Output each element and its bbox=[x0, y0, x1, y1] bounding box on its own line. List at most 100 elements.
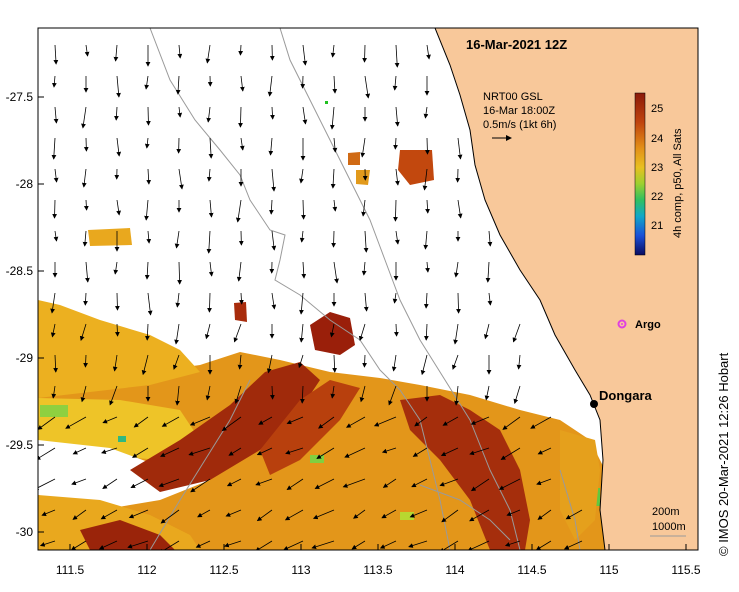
current-arrow bbox=[299, 385, 305, 404]
current-arrow bbox=[70, 540, 87, 550]
current-arrow bbox=[160, 447, 180, 457]
current-arrow bbox=[206, 168, 212, 182]
current-arrow bbox=[454, 261, 459, 278]
current-arrow bbox=[113, 261, 119, 275]
current-arrow bbox=[228, 447, 242, 456]
current-arrow bbox=[393, 199, 398, 222]
x-tick-label: 112.5 bbox=[209, 563, 238, 577]
current-arrow bbox=[330, 385, 336, 399]
current-arrow bbox=[127, 540, 149, 549]
current-arrow bbox=[38, 416, 56, 430]
current-arrow bbox=[344, 447, 366, 458]
sst-north-2 bbox=[348, 152, 360, 165]
sst-core-4 bbox=[80, 520, 175, 550]
current-arrow bbox=[439, 540, 459, 550]
current-arrow bbox=[178, 168, 184, 190]
current-arrow bbox=[536, 478, 552, 486]
current-arrow bbox=[116, 137, 122, 157]
current-arrow bbox=[283, 540, 304, 550]
current-arrow bbox=[395, 168, 400, 186]
current-arrow bbox=[329, 323, 335, 338]
current-arrow bbox=[239, 75, 245, 92]
current-arrow bbox=[158, 478, 180, 488]
current-arrow bbox=[535, 540, 552, 550]
current-arrow bbox=[226, 478, 242, 487]
y-tick-label: -30 bbox=[16, 525, 34, 539]
current-arrow bbox=[487, 230, 493, 247]
current-arrow bbox=[204, 323, 211, 340]
current-arrow bbox=[255, 478, 273, 486]
current-arrow bbox=[412, 447, 428, 457]
current-arrow bbox=[72, 447, 87, 455]
current-arrow bbox=[52, 199, 58, 219]
colorbar-tick-22: 22 bbox=[651, 191, 663, 203]
current-arrow bbox=[302, 106, 308, 125]
x-axis: 111.5 112 112.5 113 113.5 114 114.5 115 115.5 bbox=[56, 544, 701, 577]
current-arrow bbox=[441, 509, 459, 523]
current-arrow bbox=[256, 447, 273, 456]
current-arrow bbox=[81, 168, 87, 188]
x-tick-label: 112 bbox=[137, 563, 156, 577]
current-arrow bbox=[174, 323, 180, 345]
current-arrow bbox=[512, 323, 521, 343]
current-arrow bbox=[360, 137, 366, 158]
current-vectors bbox=[38, 44, 583, 550]
current-arrow bbox=[361, 199, 366, 217]
current-arrow bbox=[353, 509, 366, 519]
y-tick-label: -27.5 bbox=[6, 90, 34, 104]
current-arrow bbox=[100, 509, 118, 520]
isobath-label-200: 200m bbox=[652, 506, 680, 518]
current-arrow bbox=[500, 447, 521, 460]
current-arrow bbox=[53, 168, 59, 183]
current-arrow bbox=[238, 44, 244, 56]
current-arrow bbox=[235, 199, 242, 223]
current-arrow bbox=[271, 230, 277, 251]
current-arrow bbox=[439, 478, 459, 487]
sst-north-3 bbox=[398, 150, 434, 185]
current-arrow bbox=[132, 447, 149, 458]
current-arrow bbox=[342, 478, 366, 488]
current-arrow bbox=[189, 416, 211, 426]
current-arrow bbox=[116, 75, 121, 98]
current-arrow bbox=[286, 478, 304, 491]
current-arrow bbox=[255, 540, 273, 550]
current-arrow bbox=[425, 199, 430, 214]
current-arrow bbox=[82, 230, 88, 247]
current-arrow bbox=[316, 447, 335, 459]
current-arrow bbox=[133, 416, 149, 428]
current-arrow bbox=[144, 261, 150, 280]
current-arrow bbox=[457, 137, 463, 160]
current-arrow bbox=[358, 323, 366, 341]
current-arrow bbox=[457, 199, 463, 219]
current-arrow bbox=[65, 416, 87, 429]
current-arrow bbox=[311, 540, 335, 550]
current-arrow bbox=[563, 540, 583, 550]
sst-cool-2 bbox=[118, 436, 126, 442]
map-title: 16-Mar-2021 12Z bbox=[466, 37, 567, 52]
current-arrow bbox=[38, 447, 56, 460]
current-arrow bbox=[81, 106, 87, 129]
current-arrow bbox=[208, 199, 214, 218]
current-arrow bbox=[221, 416, 242, 432]
current-arrow bbox=[409, 509, 428, 518]
sst-cool-3 bbox=[310, 455, 324, 463]
current-arrow bbox=[146, 168, 152, 185]
current-arrow bbox=[39, 540, 56, 547]
current-arrow bbox=[205, 385, 211, 401]
current-arrow bbox=[373, 416, 397, 427]
current-arrow bbox=[71, 478, 87, 486]
current-arrow bbox=[346, 416, 366, 428]
current-arrow bbox=[72, 509, 87, 520]
current-arrow bbox=[53, 106, 59, 124]
current-arrow bbox=[85, 261, 90, 283]
current-arrow bbox=[268, 137, 274, 156]
current-arrow bbox=[388, 385, 397, 406]
current-arrow bbox=[206, 230, 212, 254]
current-arrow bbox=[331, 230, 337, 248]
credit-text: © IMOS 20-Mar-2021 12:26 Hobart bbox=[716, 352, 731, 556]
y-tick-label: -29.5 bbox=[6, 438, 34, 452]
sst-north-4 bbox=[356, 170, 370, 185]
current-arrow bbox=[485, 261, 491, 283]
sst-near-coast bbox=[560, 430, 600, 540]
